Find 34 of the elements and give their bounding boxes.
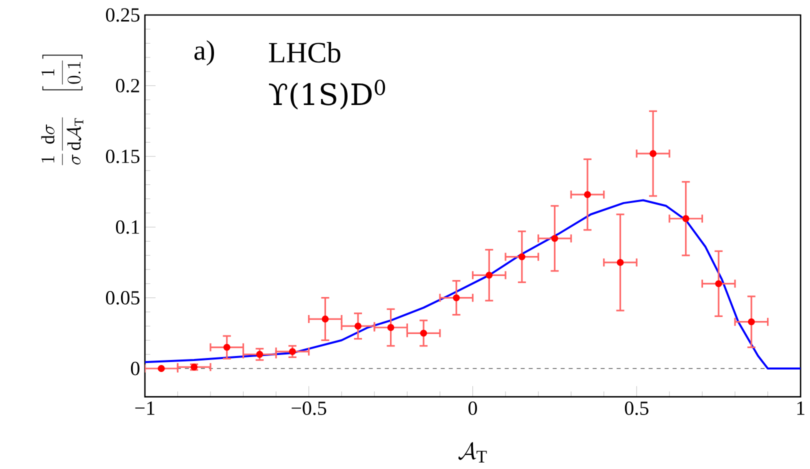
point	[256, 351, 264, 358]
line-series	[144, 199, 801, 370]
y-tick-label: 0.1	[116, 220, 140, 234]
point	[584, 191, 591, 198]
point	[551, 235, 558, 242]
x-tick-label: 0.5	[624, 402, 648, 416]
annotation: LHCb	[268, 42, 340, 63]
point	[354, 322, 362, 330]
x-tick-label: 0	[468, 402, 477, 416]
y-tick-label: 0	[130, 362, 140, 376]
point	[158, 365, 165, 372]
point	[387, 324, 394, 332]
y-tick-label: 0.2	[116, 79, 140, 93]
annotation: a)	[194, 40, 214, 66]
point	[223, 344, 230, 351]
x-tick-label: −1	[135, 402, 154, 415]
annotation: ϒ(1S)D$^{0}$	[269, 80, 386, 110]
y-axis-title: $\frac{1}{\sigma}\frac{\mathrm{d}\sigma}{\mathrm{d}\mathcal{A}_{\mathrm{T}}}\quad\left[\frac{1}{0.1}\right]$	[41, 54, 84, 166]
point	[616, 259, 624, 266]
x-tick-label: −0.5	[292, 402, 326, 416]
point	[518, 253, 526, 260]
point	[682, 215, 690, 222]
point	[452, 294, 460, 302]
y-tick-label: 0.05	[106, 291, 140, 305]
point	[420, 330, 428, 337]
point	[322, 316, 329, 323]
point	[748, 318, 755, 326]
point	[486, 272, 493, 279]
point	[715, 280, 722, 288]
y-tick-label: 0.25	[106, 8, 140, 22]
point	[650, 150, 657, 158]
x-tick-label: 1	[797, 402, 804, 415]
x-axis-title: $\mathcal{A}_{\mathrm{T}}$	[458, 442, 487, 463]
y-tick-label: 0.15	[106, 150, 140, 164]
